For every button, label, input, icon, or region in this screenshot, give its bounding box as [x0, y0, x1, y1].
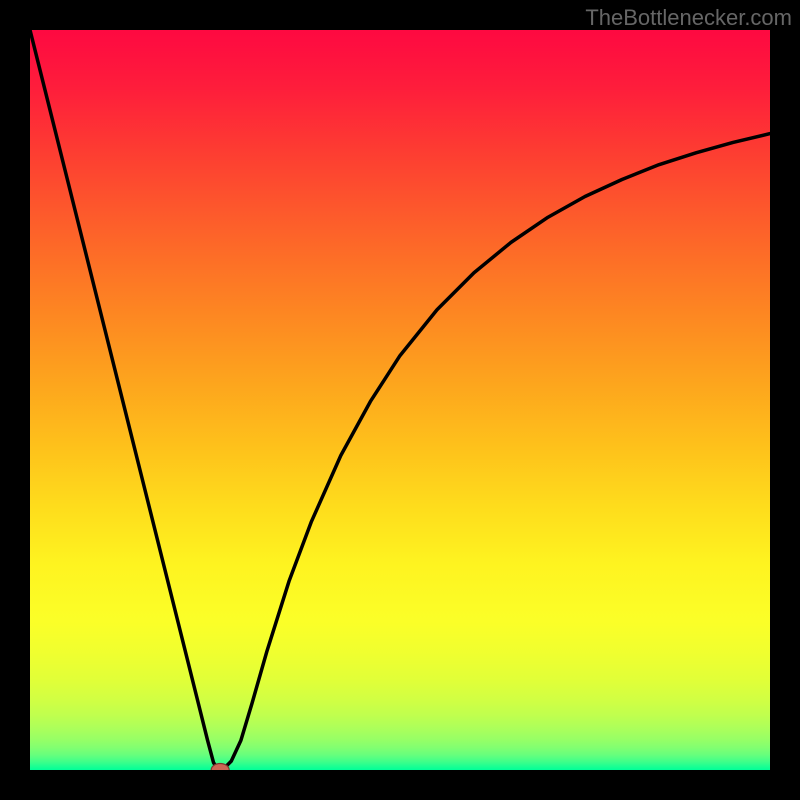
plot-area — [30, 30, 770, 770]
curve-layer — [30, 30, 770, 770]
bottleneck-curve — [30, 30, 770, 769]
chart-frame: TheBottlenecker.com — [0, 0, 800, 800]
watermark-text: TheBottlenecker.com — [585, 5, 792, 31]
